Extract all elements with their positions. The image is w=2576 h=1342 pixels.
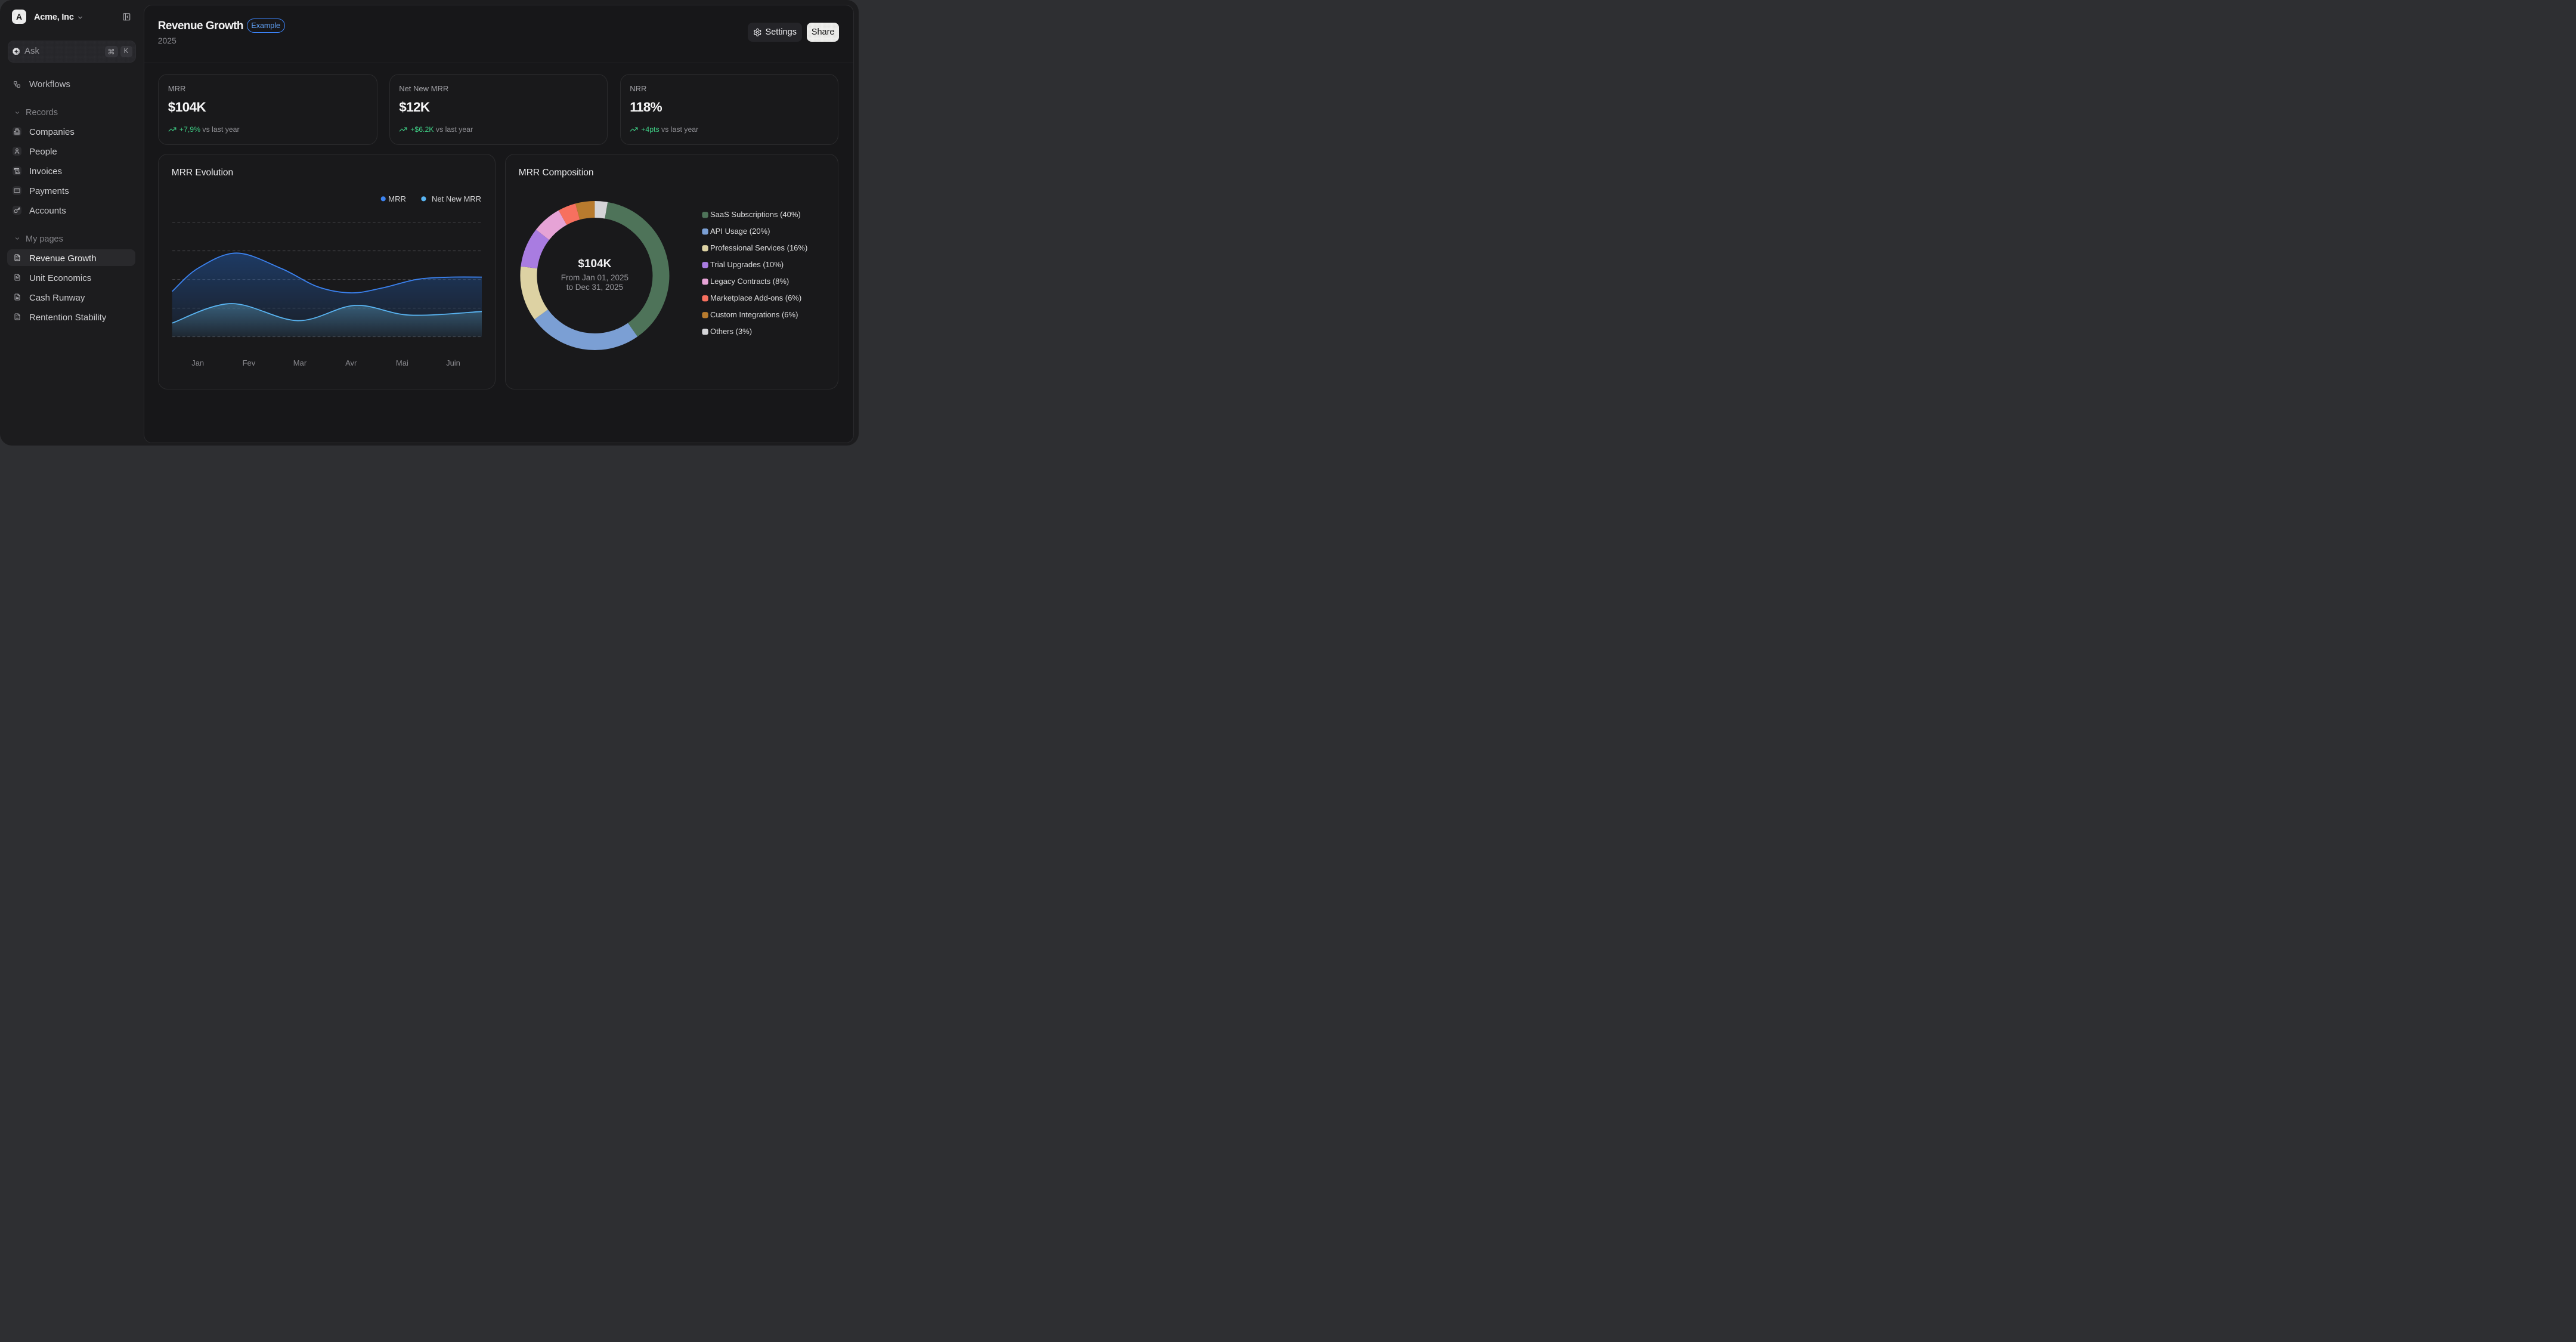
svg-text:From Jan 01, 2025: From Jan 01, 2025 (561, 273, 628, 282)
svg-text:Juin: Juin (446, 358, 460, 367)
svg-text:Legacy Contracts (8%): Legacy Contracts (8%) (710, 277, 789, 286)
svg-text:Avr: Avr (345, 358, 357, 367)
svg-text:Net New MRR: Net New MRR (432, 194, 481, 203)
svg-text:to Dec 31, 2025: to Dec 31, 2025 (566, 283, 623, 292)
svg-text:Custom Integrations (6%): Custom Integrations (6%) (710, 310, 798, 319)
svg-text:Professional Services (16%): Professional Services (16%) (710, 243, 807, 252)
svg-text:Jan: Jan (192, 358, 205, 367)
svg-text:MRR: MRR (389, 194, 407, 203)
svg-text:Mai: Mai (396, 358, 408, 367)
svg-text:Mar: Mar (293, 358, 307, 367)
svg-text:API Usage (20%): API Usage (20%) (710, 227, 770, 236)
svg-text:Fev: Fev (243, 358, 256, 367)
svg-text:SaaS Subscriptions (40%): SaaS Subscriptions (40%) (710, 210, 801, 219)
svg-text:Others (3%): Others (3%) (710, 327, 752, 336)
svg-text:Trial Upgrades (10%): Trial Upgrades (10%) (710, 260, 784, 269)
svg-text:Marketplace Add-ons (6%): Marketplace Add-ons (6%) (710, 293, 801, 302)
svg-text:$104K: $104K (578, 258, 612, 270)
